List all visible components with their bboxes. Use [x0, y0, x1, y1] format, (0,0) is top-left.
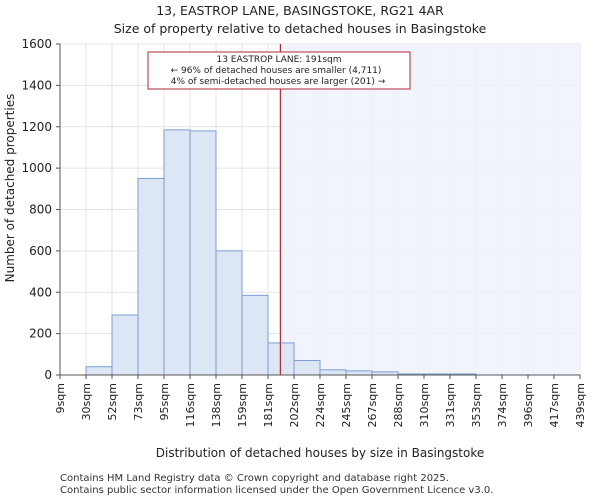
annotation-line-1: 13 EASTROP LANE: 191sqm	[216, 55, 341, 65]
marker-annotation: 13 EASTROP LANE: 191sqm ← 96% of detache…	[147, 51, 411, 90]
x-tick-label: 116sqm	[184, 383, 197, 427]
annotation-line-2: ← 96% of detached houses are smaller (4,…	[171, 66, 382, 76]
x-axis-label: Distribution of detached houses by size …	[156, 446, 485, 460]
bar	[267, 342, 295, 376]
bar	[319, 369, 347, 376]
y-tick-label: 800	[29, 203, 52, 217]
x-tick-label: 95sqm	[158, 383, 171, 420]
y-tick-label: 0	[44, 368, 52, 382]
bar	[137, 177, 165, 376]
x-tick-label: 267sqm	[366, 383, 379, 427]
y-tick-label: 400	[29, 285, 52, 299]
y-tick-label: 200	[29, 327, 52, 341]
annotation-line-3: 4% of semi-detached houses are larger (2…	[171, 77, 386, 87]
bar	[189, 130, 217, 376]
x-tick-label: 181sqm	[262, 383, 275, 427]
footer-copyright: Contains HM Land Registry data © Crown c…	[60, 473, 449, 484]
x-tick-label: 224sqm	[314, 383, 327, 427]
bar	[241, 294, 269, 376]
y-tick-label: 600	[29, 244, 52, 258]
bar	[215, 250, 243, 376]
x-tick-label: 396sqm	[522, 383, 535, 427]
x-tick-label: 30sqm	[80, 383, 93, 420]
x-tick-label: 331sqm	[444, 383, 457, 427]
x-tick-label: 288sqm	[392, 383, 405, 427]
x-tick-label: 138sqm	[210, 383, 223, 427]
y-tick-label: 1000	[21, 161, 52, 175]
x-tick-label: 245sqm	[340, 383, 353, 427]
x-tick-label: 417sqm	[548, 383, 561, 427]
x-tick-label: 9sqm	[54, 383, 67, 413]
y-axis-label: Number of detached properties	[3, 94, 17, 283]
footer-licence: Contains public sector information licen…	[60, 485, 494, 496]
x-tick-label: 310sqm	[418, 383, 431, 427]
x-tick-label: 439sqm	[574, 383, 587, 427]
bar	[293, 360, 321, 376]
larger-region	[280, 44, 580, 375]
x-tick-label: 202sqm	[288, 383, 301, 427]
bar	[163, 129, 191, 376]
x-tick-label: 52sqm	[106, 383, 119, 420]
y-tick-label: 1400	[21, 78, 52, 92]
y-tick-label: 1200	[21, 120, 52, 134]
x-tick-label: 353sqm	[470, 383, 483, 427]
x-tick-label: 374sqm	[496, 383, 509, 427]
chart-subtitle: Size of property relative to detached ho…	[113, 21, 487, 36]
bar	[111, 314, 139, 376]
x-tick-label: 159sqm	[236, 383, 249, 427]
bar	[85, 366, 113, 376]
chart-title: 13, EASTROP LANE, BASINGSTOKE, RG21 4AR	[156, 3, 444, 18]
y-tick-label: 1600	[21, 37, 52, 51]
bar	[345, 370, 373, 376]
x-tick-label: 73sqm	[132, 383, 145, 420]
